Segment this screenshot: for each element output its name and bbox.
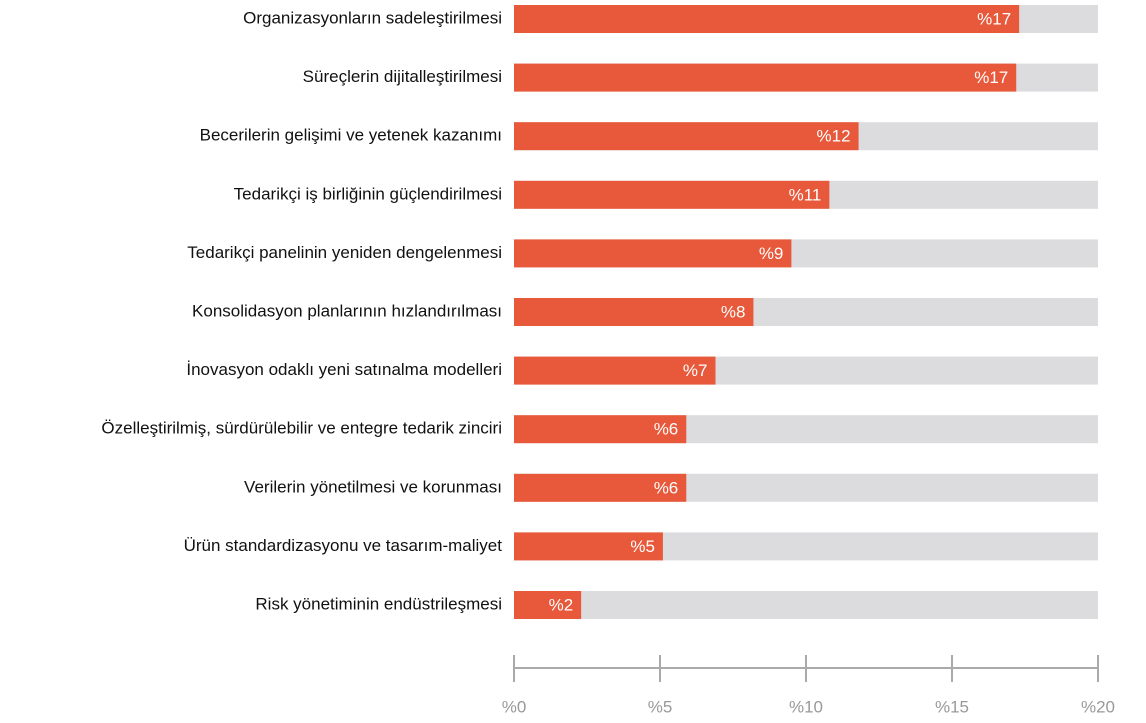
x-tick-label: %0 — [502, 697, 527, 716]
value-label: %17 — [974, 68, 1008, 87]
category-label: İnovasyon odaklı yeni satınalma modeller… — [186, 360, 502, 379]
bar — [514, 298, 754, 326]
category-label: Ürün standardizasyonu ve tasarım-maliyet — [184, 536, 503, 555]
value-label: %11 — [789, 185, 822, 204]
value-label: %12 — [817, 127, 851, 146]
x-tick-label: %20 — [1081, 697, 1115, 716]
value-label: %6 — [654, 478, 679, 497]
value-label: %2 — [549, 595, 574, 614]
bar — [514, 356, 716, 385]
category-label: Konsolidasyon planlarının hızlandırılmas… — [192, 301, 502, 320]
bar — [514, 122, 859, 151]
category-label: Risk yönetiminin endüstrileşmesi — [255, 594, 502, 613]
bar — [514, 532, 663, 561]
category-label: Organizasyonların sadeleştirilmesi — [243, 8, 502, 27]
bar — [514, 180, 830, 209]
bar — [514, 5, 1020, 33]
x-tick-label: %10 — [789, 697, 823, 716]
category-label: Becerilerin gelişimi ve yetenek kazanımı — [200, 126, 502, 145]
bar — [514, 63, 1017, 92]
category-label: Süreçlerin dijitalleştirilmesi — [303, 67, 502, 86]
category-label: Tedarikçi panelinin yeniden dengelenmesi — [187, 243, 502, 262]
bar — [514, 415, 687, 444]
value-label: %5 — [630, 537, 655, 556]
value-label: %8 — [721, 302, 746, 321]
x-tick-label: %15 — [935, 697, 969, 716]
bar-track — [514, 591, 1098, 619]
category-label: Verilerin yönetilmesi ve korunması — [244, 477, 502, 496]
bar — [514, 239, 792, 268]
bar — [514, 473, 687, 502]
value-label: %17 — [977, 9, 1011, 28]
value-label: %9 — [759, 244, 784, 263]
category-label: Özelleştirilmiş, sürdürülebilir ve enteg… — [101, 419, 502, 438]
x-tick-label: %5 — [648, 697, 673, 716]
category-label: Tedarikçi iş birliğinin güçlendirilmesi — [234, 184, 502, 203]
value-label: %7 — [683, 361, 708, 380]
bar — [514, 591, 582, 619]
value-label: %6 — [654, 420, 679, 439]
